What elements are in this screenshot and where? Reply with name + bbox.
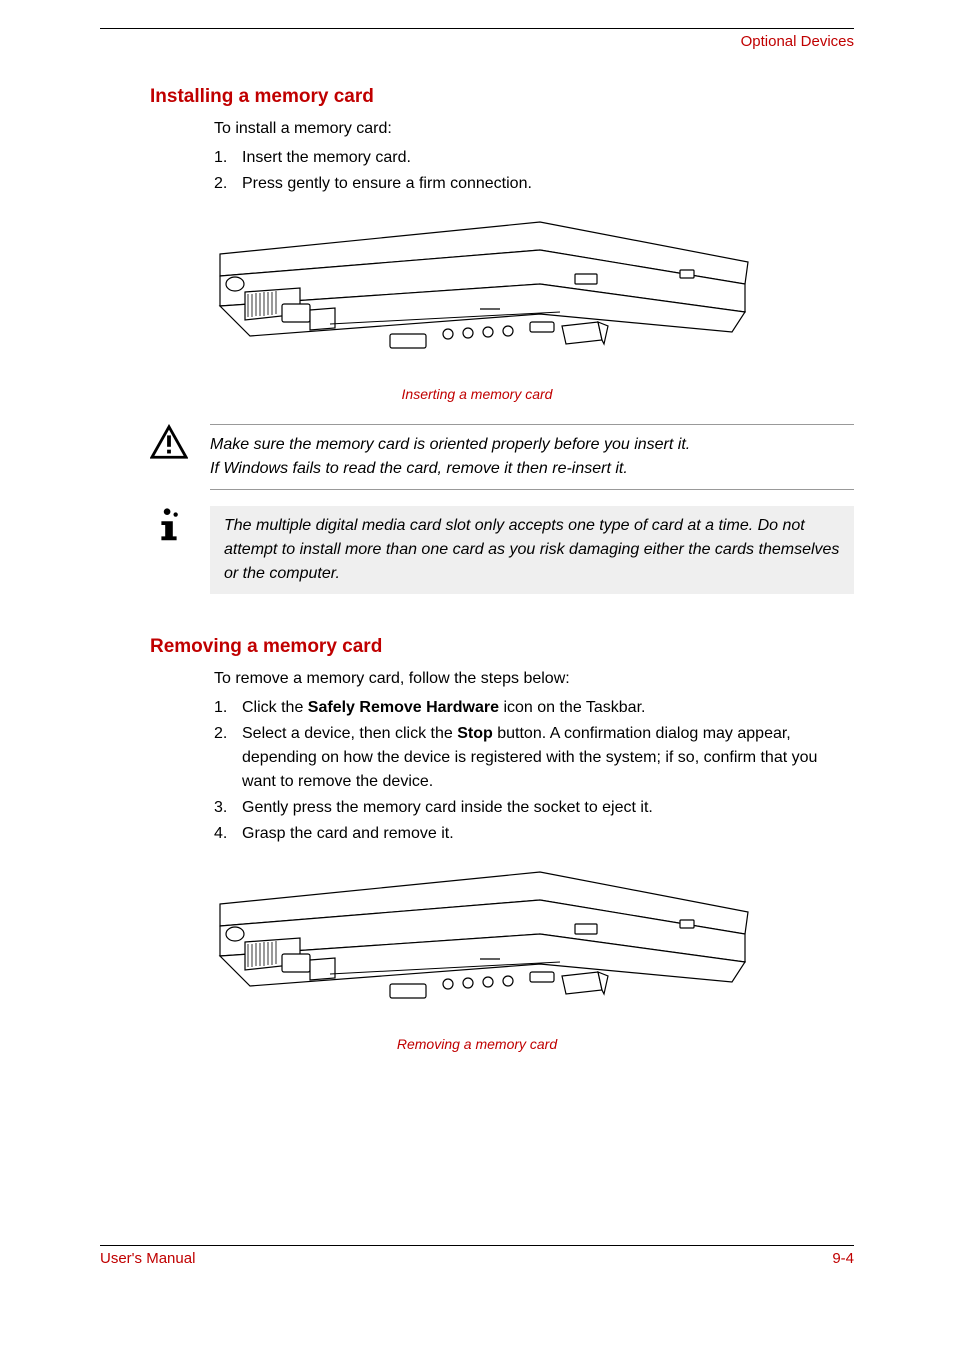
info-callout: The multiple digital media card slot onl… [100,506,854,594]
list-item: 4. Grasp the card and remove it. [214,822,854,846]
warning-callout: Make sure the memory card is oriented pr… [100,424,854,490]
warning-icon [150,424,188,462]
step-text: Click the Safely Remove Hardware icon on… [242,696,645,720]
remove-steps: 1. Click the Safely Remove Hardware icon… [214,696,854,846]
install-steps: 1. Insert the memory card. 2. Press gent… [214,146,854,196]
step-text: Insert the memory card. [242,146,411,170]
step-text: Select a device, then click the Stop but… [242,722,854,794]
page-footer: User's Manual 9-4 [100,1245,854,1267]
info-icon [150,506,188,544]
list-item: 1. Insert the memory card. [214,146,854,170]
list-item: 2. Press gently to ensure a firm connect… [214,172,854,196]
header-rule [100,28,854,29]
step-text: Gently press the memory card inside the … [242,796,653,820]
list-item: 3. Gently press the memory card inside t… [214,796,854,820]
install-figure [190,214,765,378]
step-number: 2. [214,172,242,196]
list-item: 2. Select a device, then click the Stop … [214,722,854,794]
step-number: 1. [214,696,242,720]
footer-left: User's Manual [100,1250,195,1267]
remove-figure-caption: Removing a memory card [100,1036,854,1052]
install-heading: Installing a memory card [150,86,854,108]
warning-line1: Make sure the memory card is oriented pr… [210,433,840,457]
step-text: Press gently to ensure a firm connection… [242,172,532,196]
remove-heading: Removing a memory card [150,636,854,658]
remove-intro: To remove a memory card, follow the step… [214,670,854,688]
header-section-title: Optional Devices [100,33,854,50]
warning-line2: If Windows fails to read the card, remov… [210,457,840,481]
laptop-illustration [190,864,765,1028]
list-item: 1. Click the Safely Remove Hardware icon… [214,696,854,720]
install-intro: To install a memory card: [214,120,854,138]
step-number: 3. [214,796,242,820]
step-number: 1. [214,146,242,170]
step-number: 2. [214,722,242,794]
footer-right: 9-4 [832,1250,854,1267]
remove-figure [190,864,765,1028]
step-text: Grasp the card and remove it. [242,822,454,846]
step-number: 4. [214,822,242,846]
info-text: The multiple digital media card slot onl… [210,506,854,594]
install-figure-caption: Inserting a memory card [100,386,854,402]
footer-rule [100,1245,854,1246]
laptop-illustration [190,214,765,378]
